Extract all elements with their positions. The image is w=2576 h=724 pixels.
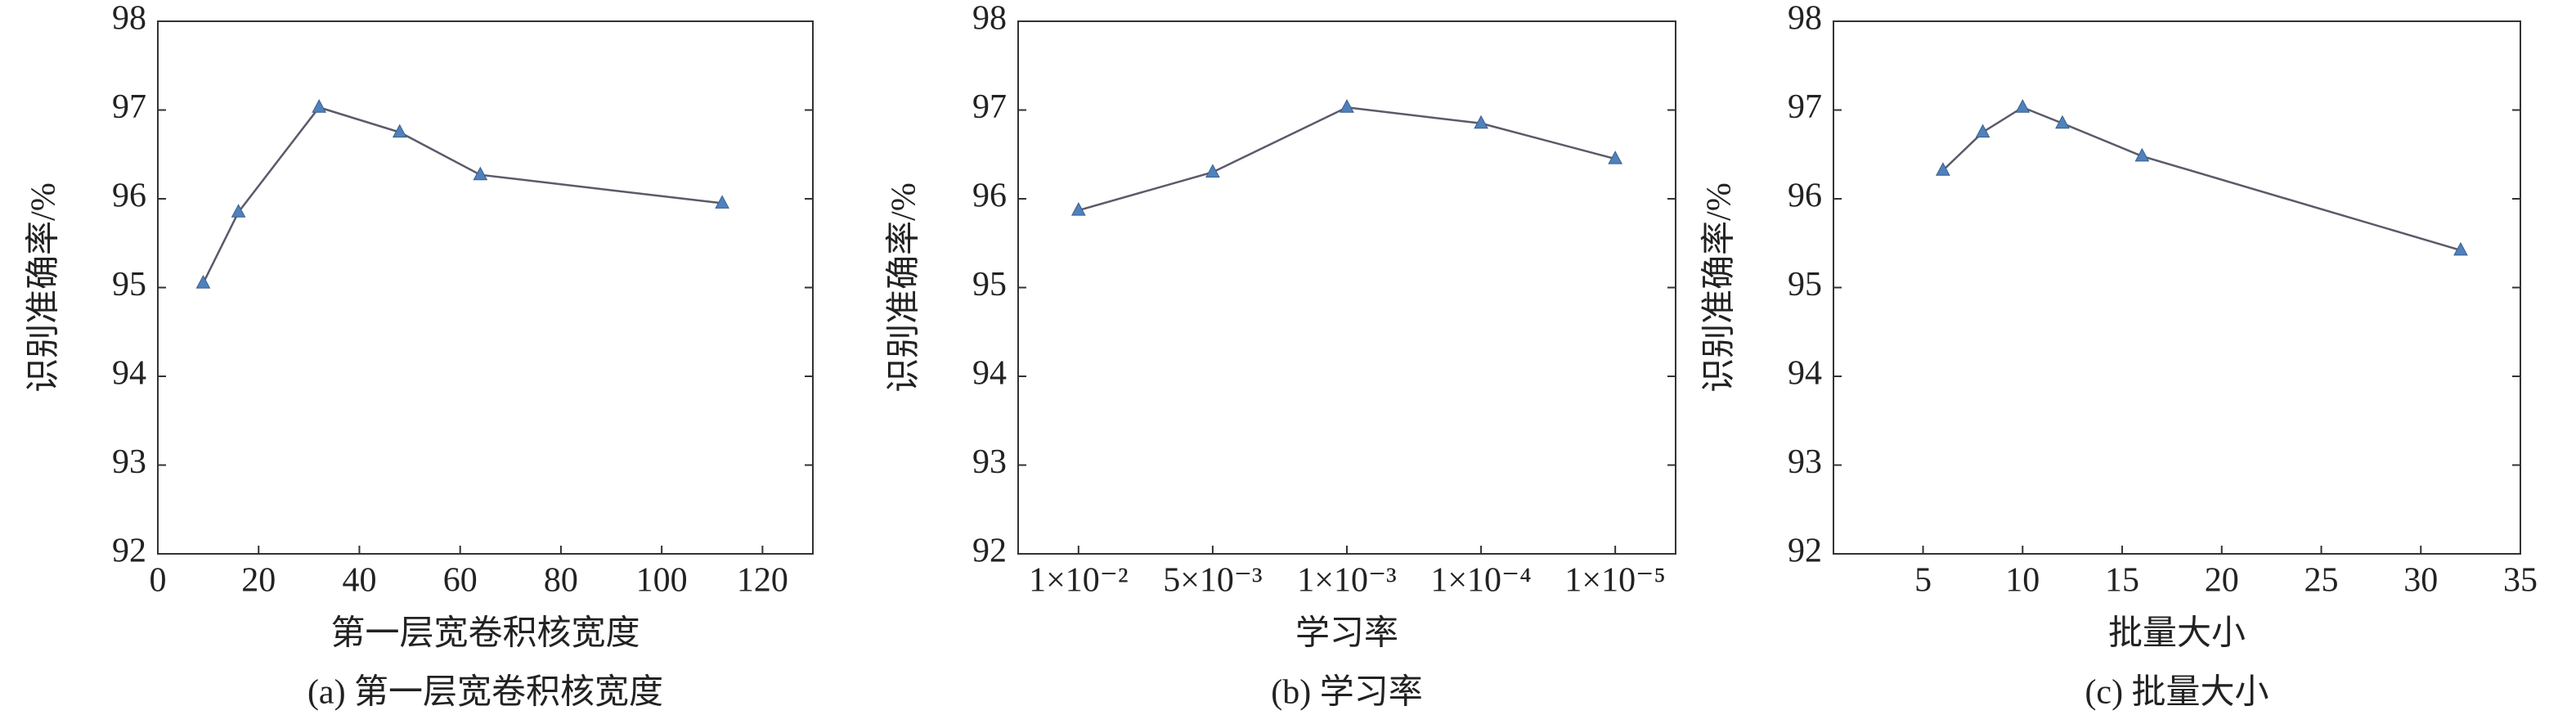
x-tick-label: 35 [2503,562,2538,600]
subplot: 92 93 94 95 96 97 98 1×10⁻² 5×10⁻³ 1×10⁻³ 1×10⁻⁴ 1×… [885,0,1676,712]
plot-frame [1833,20,2521,555]
x-tick-label: 25 [2304,562,2339,600]
marker [1975,124,1990,138]
x-tick-label: 1×10⁻³ [1297,562,1396,600]
marker [1474,115,1488,129]
y-tick-label: 98 [112,0,146,38]
line [1942,106,2462,252]
x-tick-label: 80 [544,562,578,600]
marker [473,166,488,181]
y-tick-label: 92 [112,533,146,570]
y-tick-label: 94 [972,355,1007,393]
x-tick-label: 120 [737,562,788,600]
y-tick-label: 97 [1788,88,1822,126]
marker [231,204,246,218]
y-tick-label: 96 [1788,178,1822,215]
x-tick-label: 20 [241,562,276,600]
marker [2453,241,2468,256]
marker [392,124,407,138]
x-tick-label: 1×10⁻⁴ [1430,562,1532,600]
y-tick-label: 93 [112,443,146,481]
y-tick-label: 92 [972,533,1007,570]
y-tick-label: 95 [1788,266,1822,304]
marker [312,99,327,113]
marker [1071,202,1086,216]
y-tick-label: 98 [1788,0,1822,38]
caption: (b) 学习率 [1271,673,1422,712]
subplot: 92 93 94 95 96 97 98 5 10 15 20 25 30 35 批量大小 (c) 批量大小 识… [1700,0,2538,712]
line [1078,106,1616,212]
y-tick-label: 92 [1788,533,1822,570]
y-tick-label: 96 [112,178,146,215]
x-axis-label: 第一层宽卷积核宽度 [330,614,640,653]
x-tick-label: 5 [1914,562,1932,600]
marker [195,275,211,289]
x-tick-label: 1×10⁻⁵ [1564,562,1666,600]
x-tick-label: 30 [2403,562,2438,600]
x-axis-label: 批量大小 [2108,615,2246,653]
x-axis-label: 学习率 [1295,614,1398,653]
y-tick-label: 95 [972,266,1007,304]
x-tick-label: 100 [636,562,688,600]
y-tick-label: 93 [1788,443,1822,481]
marker [1936,162,1950,176]
marker [1608,151,1622,164]
x-tick-label: 40 [342,562,376,600]
y-tick-label: 98 [972,0,1007,38]
y-tick-label: 94 [112,355,146,393]
y-tick-label: 97 [972,88,1007,126]
x-tick-label: 15 [2105,562,2139,600]
marker [2134,147,2150,162]
plot-frame [157,20,814,555]
y-axis-label: 识别准确率/% [885,182,923,393]
marker [2015,99,2031,113]
x-tick-label: 1×10⁻² [1029,562,1128,600]
x-tick-label: 10 [2005,562,2040,600]
y-tick-label: 97 [112,88,146,126]
y-axis-label: 识别准确率/% [1700,182,1739,393]
caption: (c) 批量大小 [2085,674,2269,712]
caption: (a) 第一层宽卷积核宽度 [307,673,663,712]
x-tick-label: 20 [2205,562,2239,600]
y-tick-label: 94 [1788,355,1822,393]
marker [715,195,729,209]
x-tick-label: 60 [443,562,478,600]
y-tick-label: 96 [972,178,1007,215]
marker [1340,99,1354,113]
line [202,106,723,284]
y-tick-label: 95 [112,266,146,304]
y-axis-label: 识别准确率/% [25,182,63,393]
subplot: 92 93 94 95 96 97 98 0 20 40 60 80 100 120 第一层宽卷积核宽度 (a… [25,0,814,712]
x-tick-label: 5×10⁻³ [1163,562,1262,600]
x-tick-label: 0 [150,562,167,600]
marker [2055,115,2070,129]
marker [1205,164,1220,178]
y-tick-label: 93 [972,443,1007,481]
